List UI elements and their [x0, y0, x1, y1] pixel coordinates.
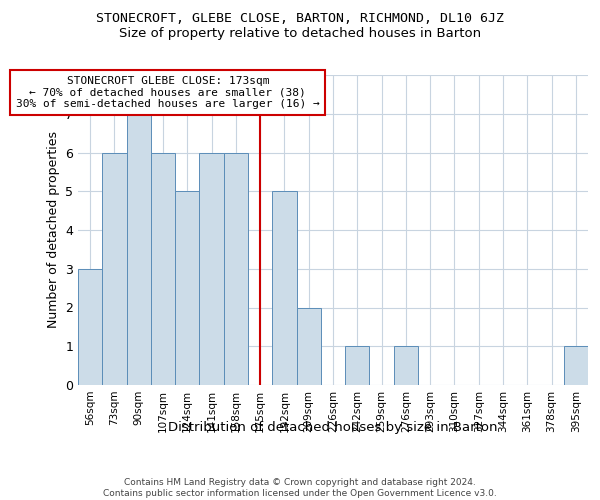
Text: Distribution of detached houses by size in Barton: Distribution of detached houses by size … [168, 421, 498, 434]
Bar [175, 191, 199, 385]
Bar [199, 152, 224, 385]
Y-axis label: Number of detached properties: Number of detached properties [47, 132, 59, 328]
Bar [394, 346, 418, 385]
Text: Contains HM Land Registry data © Crown copyright and database right 2024.
Contai: Contains HM Land Registry data © Crown c… [103, 478, 497, 498]
Text: Size of property relative to detached houses in Barton: Size of property relative to detached ho… [119, 28, 481, 40]
Text: STONECROFT, GLEBE CLOSE, BARTON, RICHMOND, DL10 6JZ: STONECROFT, GLEBE CLOSE, BARTON, RICHMON… [96, 12, 504, 26]
Bar [127, 114, 151, 385]
Text: STONECROFT GLEBE CLOSE: 173sqm
← 70% of detached houses are smaller (38)
30% of : STONECROFT GLEBE CLOSE: 173sqm ← 70% of … [16, 76, 320, 109]
Bar [224, 152, 248, 385]
Bar [564, 346, 588, 385]
Bar [78, 269, 102, 385]
Bar [272, 191, 296, 385]
Bar [102, 152, 127, 385]
Bar [151, 152, 175, 385]
Bar [296, 308, 321, 385]
Bar [345, 346, 370, 385]
